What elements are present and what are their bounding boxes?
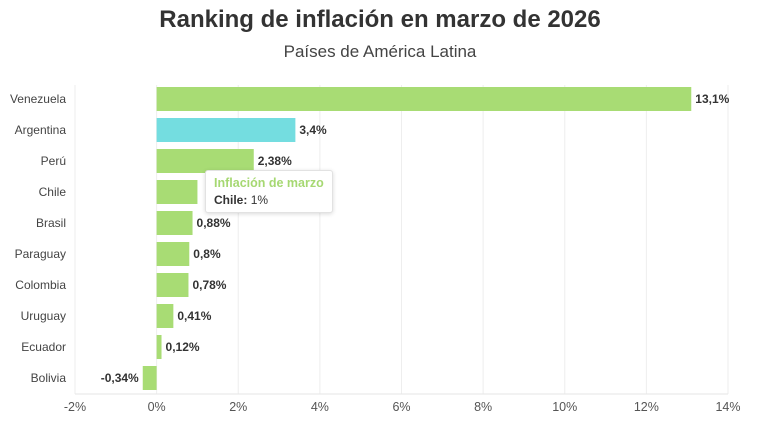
x-tick-label: 0% [148, 400, 166, 414]
category-label: Uruguay [21, 309, 66, 323]
bar [156, 87, 692, 111]
data-label: 0,41% [177, 309, 211, 323]
data-label: 0,78% [192, 278, 226, 292]
chart-subtitle: Países de América Latina [283, 42, 477, 61]
x-tick-label: 4% [311, 400, 329, 414]
category-label: Colombia [15, 278, 66, 292]
x-tick-label: -2% [64, 400, 86, 414]
x-tick-label: 2% [229, 400, 247, 414]
data-label: 0,12% [166, 340, 200, 354]
bar [156, 118, 296, 142]
bar [156, 273, 189, 297]
category-label: Venezuela [10, 92, 66, 106]
data-label: 2,38% [258, 154, 292, 168]
bar [156, 180, 198, 204]
data-label: -0,34% [101, 371, 139, 385]
bar [142, 366, 157, 390]
tooltip-value: 1% [250, 193, 269, 207]
tooltip-series: Inflación de marzo [214, 176, 324, 190]
x-tick-label: 10% [552, 400, 577, 414]
category-label: Perú [41, 154, 66, 168]
x-tick-label: 14% [715, 400, 740, 414]
x-tick-label: 12% [634, 400, 659, 414]
x-tick-label: 6% [392, 400, 410, 414]
bar [156, 304, 174, 328]
bar [156, 335, 162, 359]
category-label: Paraguay [15, 247, 66, 261]
data-label: 0,8% [193, 247, 221, 261]
category-label: Chile [39, 185, 67, 199]
category-label: Bolivia [31, 371, 67, 385]
bar [156, 211, 193, 235]
bar [156, 149, 254, 173]
x-tick-label: 8% [474, 400, 492, 414]
bar [156, 242, 190, 266]
tooltip-category: Chile: [214, 193, 248, 207]
data-label: 3,4% [299, 123, 327, 137]
category-label: Ecuador [21, 340, 66, 354]
category-label: Brasil [36, 216, 66, 230]
tooltip: Inflación de marzo Chile: 1% [205, 170, 333, 213]
data-label: 13,1% [695, 92, 729, 106]
category-label: Argentina [15, 123, 67, 137]
chart-title: Ranking de inflación en marzo de 2026 [159, 6, 601, 33]
data-label: 0,88% [197, 216, 231, 230]
